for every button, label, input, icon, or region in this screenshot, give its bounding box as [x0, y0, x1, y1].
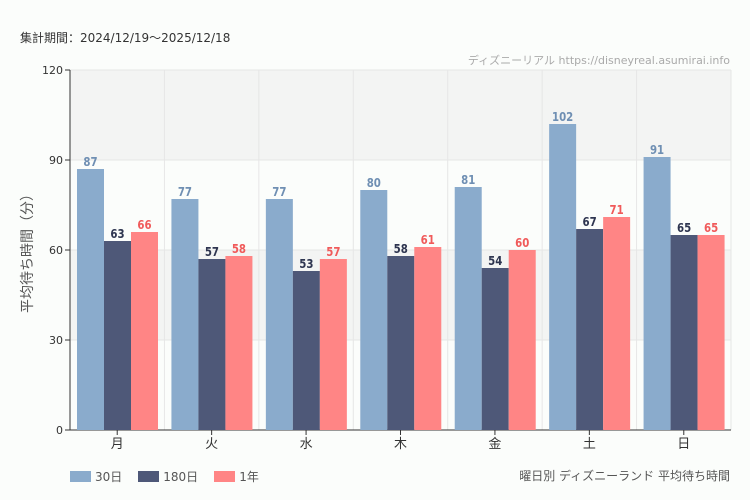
bar-180日	[670, 235, 698, 430]
bar-30日	[549, 124, 577, 430]
data-label: 60	[515, 236, 529, 250]
data-label: 65	[704, 221, 718, 235]
data-label: 91	[650, 143, 664, 157]
legend: 30日 180日 1年	[70, 468, 259, 485]
bar-1年	[603, 217, 631, 430]
bar-30日	[171, 199, 199, 430]
data-label: 65	[677, 221, 691, 235]
bar-30日	[77, 169, 104, 430]
credit-label: ディズニーリアル https://disneyreal.asumirai.inf…	[467, 54, 730, 67]
bar-30日	[360, 190, 388, 430]
legend-item-180d[interactable]: 180日	[138, 468, 198, 485]
y-tick-label: 120	[42, 64, 63, 77]
data-label: 87	[83, 155, 97, 169]
x-tick-label: 火	[205, 437, 218, 452]
y-axis-title: 平均待ち時間（分）	[20, 187, 36, 313]
x-tick-label: 日	[677, 437, 690, 452]
legend-item-30d[interactable]: 30日	[70, 468, 122, 485]
bar-1年	[508, 250, 536, 430]
data-label: 66	[137, 218, 151, 232]
data-label: 58	[232, 242, 246, 256]
data-label: 57	[326, 245, 340, 259]
x-tick-label: 月	[111, 437, 124, 452]
data-label: 81	[461, 173, 475, 187]
y-tick-label: 90	[49, 154, 63, 167]
data-label: 58	[394, 242, 408, 256]
data-label: 102	[552, 110, 573, 124]
grid-band	[70, 70, 731, 160]
legend-swatch	[214, 471, 236, 482]
period-label: 集計期間：2024/12/19〜2025/12/18	[20, 31, 231, 45]
chart-subtitle: 曜日別 ディズニーランド 平均待ち時間	[519, 469, 730, 483]
data-label: 80	[367, 176, 381, 190]
x-tick-label: 土	[583, 437, 596, 452]
bar-180日	[387, 256, 415, 430]
bar-180日	[481, 268, 509, 430]
data-label: 61	[421, 233, 435, 247]
bar-30日	[265, 199, 293, 430]
legend-label: 180日	[163, 470, 199, 484]
legend-swatch	[138, 471, 160, 482]
bar-30日	[454, 187, 482, 430]
bar-1年	[319, 259, 347, 430]
bar-180日	[292, 271, 320, 430]
y-tick-label: 30	[49, 334, 63, 347]
x-tick-label: 木	[394, 437, 407, 452]
y-tick-label: 0	[56, 424, 63, 437]
data-label: 54	[488, 254, 502, 268]
legend-item-1y[interactable]: 1年	[214, 468, 259, 485]
bar-1年	[225, 256, 253, 430]
bar-180日	[576, 229, 604, 430]
data-label: 57	[205, 245, 219, 259]
data-label: 77	[178, 185, 192, 199]
legend-swatch	[70, 471, 91, 482]
bar-180日	[198, 259, 226, 430]
data-label: 53	[299, 257, 313, 271]
bar-1年	[131, 232, 158, 430]
bar-30日	[643, 157, 671, 430]
bar-1年	[414, 247, 442, 430]
x-tick-label: 水	[300, 437, 313, 452]
bar-180日	[104, 241, 131, 430]
data-label: 63	[110, 227, 124, 241]
x-tick-label: 金	[488, 436, 501, 452]
data-label: 67	[583, 215, 597, 229]
data-label: 77	[272, 185, 286, 199]
data-label: 71	[610, 203, 624, 217]
legend-label: 1年	[239, 470, 259, 484]
bar-1年	[697, 235, 725, 430]
legend-label: 30日	[95, 470, 123, 484]
y-tick-label: 60	[49, 244, 63, 257]
